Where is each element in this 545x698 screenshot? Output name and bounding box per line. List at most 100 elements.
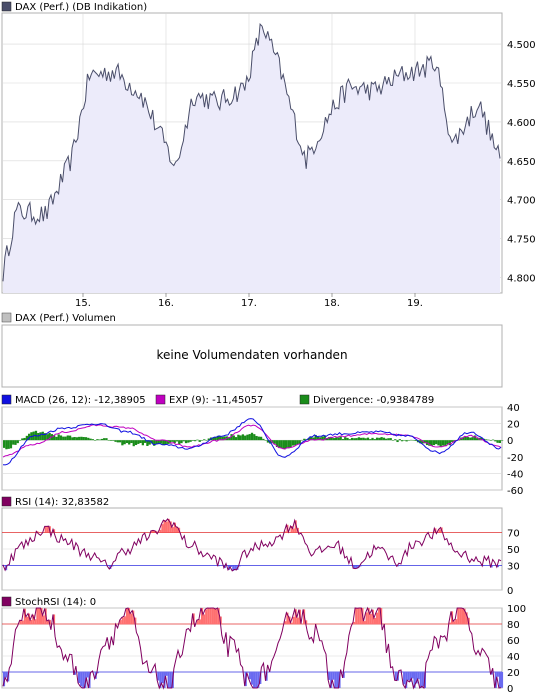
stochrsi-overbought-fill xyxy=(205,609,208,624)
stochrsi-overbought-fill xyxy=(284,621,287,624)
stochrsi-legend: StochRSI (14): 0 xyxy=(15,597,96,608)
stochrsi-oversold-fill xyxy=(501,672,504,688)
divergence-bar xyxy=(437,440,440,446)
rsi-y-tick-label: 70 xyxy=(507,529,520,540)
macd-y-tick-label: -20 xyxy=(507,453,523,464)
divergence-bar xyxy=(255,435,258,441)
stochrsi-overbought-fill xyxy=(211,608,214,624)
stochrsi-oversold-fill xyxy=(334,672,337,688)
divergence-bar xyxy=(232,435,235,441)
stochrsi-oversold-fill xyxy=(86,672,89,678)
divergence-bar xyxy=(187,440,190,443)
divergence-bar xyxy=(3,440,6,448)
divergence-bar xyxy=(423,440,426,444)
stochrsi-overbought-fill xyxy=(296,617,299,624)
divergence-bar xyxy=(150,440,154,444)
stochrsi-oversold-fill xyxy=(248,672,251,680)
divergence-bar xyxy=(57,434,60,441)
divergence-bar xyxy=(180,440,183,444)
divergence-bar xyxy=(421,440,424,444)
price-x-tick-label: 15. xyxy=(75,298,91,309)
macd-legend: MACD (26, 12): -12,38905 xyxy=(15,395,146,406)
stochrsi-overbought-fill xyxy=(203,614,206,624)
divergence-bar xyxy=(330,437,333,441)
stochrsi-overbought-fill xyxy=(23,608,26,624)
divergence-bar xyxy=(148,440,151,445)
volume-empty-message: keine Volumendaten vorhanden xyxy=(156,348,347,362)
macd-y-tick-label: 20 xyxy=(507,420,520,431)
stochrsi-oversold-fill xyxy=(246,672,249,673)
stochrsi-oversold-fill xyxy=(407,672,410,681)
macd-panel: MACD (26, 12): -12,38905 EXP (9): -11,45… xyxy=(1,394,523,497)
stochrsi-overbought-fill xyxy=(459,608,462,624)
stochrsi-y-tick-label: 100 xyxy=(507,604,526,615)
divergence-bar xyxy=(237,434,240,441)
stochrsi-overbought-fill xyxy=(365,612,368,624)
divergence-bar xyxy=(328,437,331,441)
divergence-bar xyxy=(62,436,65,441)
stochrsi-overbought-fill xyxy=(353,621,356,624)
stochrsi-overbought-fill xyxy=(363,621,366,624)
divergence-bar xyxy=(291,440,295,446)
divergence-bar xyxy=(116,440,119,443)
stochrsi-overbought-fill xyxy=(132,610,135,624)
divergence-bar xyxy=(400,440,404,442)
rsi-oversold-fill xyxy=(482,565,485,567)
divergence-bar xyxy=(203,439,206,441)
rsi-oversold-fill xyxy=(496,565,499,568)
divergence-bar xyxy=(464,436,467,441)
divergence-bar xyxy=(444,440,447,446)
divergence-bar xyxy=(287,440,290,449)
divergence-bar xyxy=(403,439,406,441)
divergence-bar xyxy=(9,440,13,449)
rsi-overbought-fill xyxy=(438,529,441,533)
divergence-bar xyxy=(371,437,374,441)
price-x-tick-label: 19. xyxy=(407,298,423,309)
divergence-bar xyxy=(266,440,270,443)
divergence-bar xyxy=(419,440,422,444)
divergence-legend: Divergence: -0,9384789 xyxy=(313,395,434,406)
rsi-overbought-fill xyxy=(163,520,166,533)
divergence-bar xyxy=(100,438,104,441)
divergence-bar xyxy=(214,437,217,441)
price-y-axis: 4.800 4.750 4.700 4.650 4.600 4.550 4.500 xyxy=(507,40,536,284)
divergence-bar xyxy=(194,440,197,442)
divergence-bar xyxy=(385,438,388,441)
divergence-bar xyxy=(373,439,376,441)
stochrsi-oversold-fill xyxy=(257,672,260,688)
divergence-bar xyxy=(143,440,147,443)
stochrsi-oversold-fill xyxy=(394,672,397,681)
divergence-bar xyxy=(396,440,399,443)
divergence-bar xyxy=(450,440,454,442)
divergence-bar xyxy=(435,440,438,445)
stochrsi-overbought-fill xyxy=(30,619,33,624)
stochrsi-overbought-fill xyxy=(209,608,212,624)
divergence-bar xyxy=(462,437,465,441)
rsi-overbought-fill xyxy=(167,518,170,533)
divergence-bar xyxy=(59,435,63,441)
divergence-bar xyxy=(469,437,472,441)
divergence-bar xyxy=(125,440,129,444)
stochrsi-oversold-fill xyxy=(82,672,85,688)
divergence-bar xyxy=(294,440,297,446)
stochrsi-oversold-fill xyxy=(342,672,345,678)
macd-y-tick-label: -60 xyxy=(507,486,523,497)
rsi-overbought-fill xyxy=(169,521,172,533)
volume-legend: DAX (Perf.) Volumen xyxy=(15,313,116,324)
divergence-bars xyxy=(3,430,504,450)
stochrsi-overbought-fill xyxy=(213,608,216,624)
stochrsi-overbought-fill xyxy=(36,608,39,624)
stochrsi-overbought-fill xyxy=(46,620,49,624)
divergence-bar xyxy=(382,437,386,441)
stochrsi-y-tick-label: 20 xyxy=(507,668,520,679)
divergence-bar xyxy=(244,435,247,441)
stochrsi-overbought-fill xyxy=(461,608,464,624)
divergence-bar xyxy=(73,436,76,441)
stochrsi-overbought-fill xyxy=(453,621,456,624)
stochrsi-oversold-fill xyxy=(169,672,172,688)
divergence-bar xyxy=(121,440,124,446)
stochrsi-overbought-fill xyxy=(121,617,124,624)
stochrsi-overbought-fill xyxy=(305,620,308,624)
divergence-bar xyxy=(139,440,142,444)
macd-y-axis: 40 20 0 -20 -40 -60 xyxy=(507,403,523,497)
